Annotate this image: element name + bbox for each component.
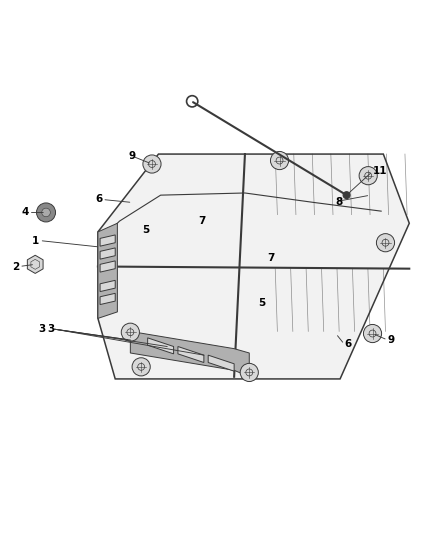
Text: 3: 3: [38, 324, 45, 334]
Circle shape: [36, 203, 56, 222]
Text: 11: 11: [372, 166, 387, 176]
Text: 2: 2: [12, 262, 19, 271]
Circle shape: [376, 233, 395, 252]
Polygon shape: [208, 355, 234, 371]
Text: 3: 3: [47, 324, 55, 334]
Polygon shape: [98, 154, 409, 379]
Circle shape: [270, 151, 289, 169]
Polygon shape: [100, 293, 115, 304]
Text: 5: 5: [142, 225, 149, 235]
Polygon shape: [98, 223, 117, 318]
Text: 4: 4: [21, 207, 29, 217]
Polygon shape: [178, 346, 204, 362]
Circle shape: [359, 167, 377, 185]
Text: 7: 7: [267, 253, 275, 263]
Polygon shape: [100, 248, 115, 259]
Text: 1: 1: [32, 236, 39, 246]
Text: 7: 7: [198, 216, 205, 226]
Polygon shape: [131, 332, 249, 377]
Polygon shape: [100, 235, 115, 246]
Polygon shape: [100, 280, 115, 292]
Circle shape: [42, 208, 50, 217]
Text: 9: 9: [388, 335, 395, 345]
Circle shape: [343, 192, 350, 199]
Circle shape: [364, 325, 381, 343]
Circle shape: [240, 364, 258, 382]
Polygon shape: [100, 261, 115, 272]
Text: 6: 6: [344, 340, 352, 349]
Text: 9: 9: [129, 151, 136, 161]
Circle shape: [132, 358, 150, 376]
Text: 5: 5: [258, 298, 266, 308]
Text: 6: 6: [95, 195, 102, 205]
Polygon shape: [27, 255, 43, 273]
Polygon shape: [148, 338, 173, 354]
Circle shape: [121, 323, 139, 341]
Circle shape: [143, 155, 161, 173]
Text: 8: 8: [336, 197, 343, 207]
